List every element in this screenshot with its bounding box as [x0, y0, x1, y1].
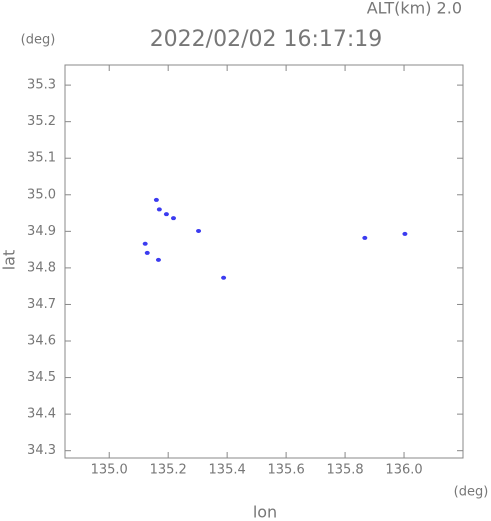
point	[142, 241, 148, 246]
point	[144, 250, 150, 255]
y-tick-label: 35.3	[27, 78, 56, 93]
point	[196, 228, 202, 233]
y-tick-label: 35.2	[27, 114, 56, 129]
x-unit: (deg)	[454, 485, 489, 500]
point	[221, 275, 227, 280]
y-tick-label: 34.9	[27, 224, 56, 239]
altitude-label: ALT(km) 2.0	[367, 0, 462, 18]
x-tick-label: 135.6	[268, 463, 305, 478]
point	[362, 235, 368, 240]
plot-frame	[64, 64, 464, 459]
chart-title: 2022/02/02 16:17:19	[150, 27, 383, 52]
x-tick-label: 136.0	[385, 463, 422, 478]
point	[170, 216, 176, 221]
y-tick-label: 34.3	[27, 443, 56, 458]
y-tick-label: 34.8	[27, 260, 56, 275]
y-axis-label: lat	[0, 250, 19, 271]
y-tick-label: 34.6	[27, 334, 56, 349]
y-tick-label: 34.4	[27, 407, 56, 422]
point	[163, 212, 169, 217]
point	[153, 197, 159, 202]
y-tick-label: 34.7	[27, 297, 56, 312]
y-tick-label: 35.0	[27, 187, 56, 202]
point	[402, 231, 408, 236]
point	[155, 257, 161, 262]
point	[156, 207, 162, 212]
x-tick-label: 135.2	[150, 463, 187, 478]
x-tick-label: 135.4	[209, 463, 246, 478]
x-axis-label: lon	[253, 503, 277, 521]
x-tick-label: 135.8	[326, 463, 363, 478]
y-tick-label: 34.5	[27, 370, 56, 385]
x-tick-label: 135.0	[91, 463, 128, 478]
y-unit: (deg)	[21, 33, 56, 48]
y-tick-label: 35.1	[27, 151, 56, 166]
